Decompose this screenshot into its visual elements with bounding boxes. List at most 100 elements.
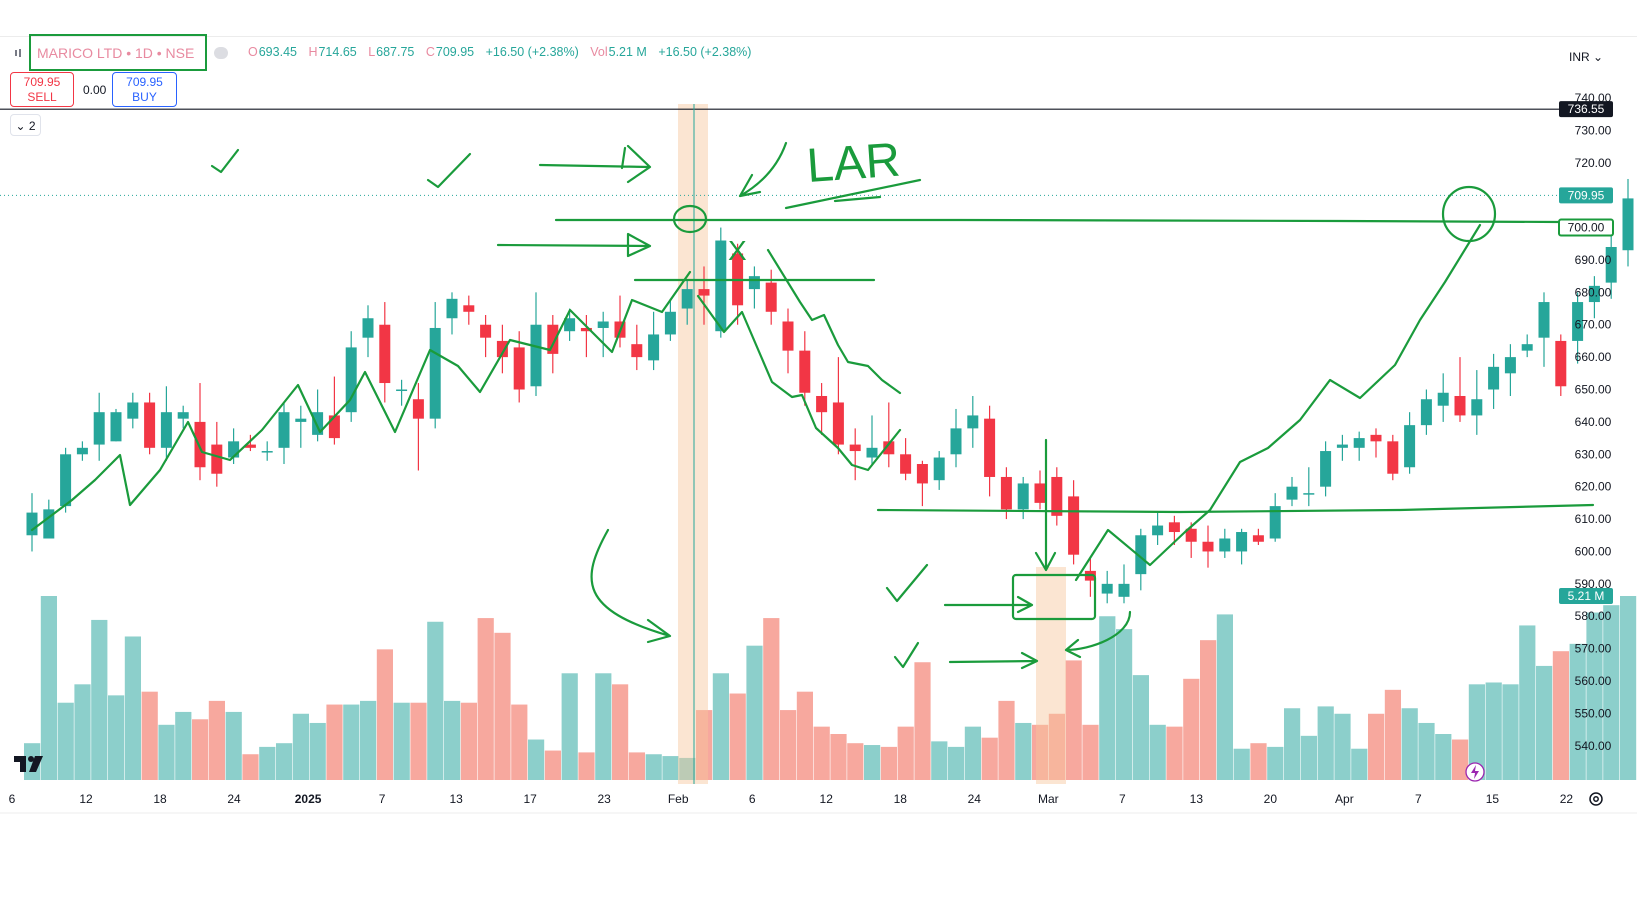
candle-body (832, 402, 844, 445)
volume-bar (360, 700, 377, 780)
y-tick-label: 580.00 (1575, 609, 1612, 623)
volume-bar (1552, 651, 1569, 780)
high-price-tag-bg (1559, 101, 1613, 118)
candle-body (76, 447, 88, 455)
volume-bar (460, 702, 477, 780)
x-tick-label: 20 (1264, 792, 1278, 806)
candle-body (950, 428, 962, 455)
y-tick-label: 650.00 (1575, 383, 1612, 397)
volume-bar (864, 745, 881, 780)
candle-body (597, 321, 609, 328)
y-tick-label: 540.00 (1575, 739, 1612, 753)
volume-bar (158, 724, 175, 780)
candle-body (1471, 399, 1483, 416)
hide-indicator-icon[interactable] (214, 47, 228, 59)
currency-select[interactable]: INR ⌄ (1569, 45, 1615, 69)
candle-body (631, 344, 643, 358)
symbol-title[interactable]: MARICO LTD • 1D • NSE (29, 34, 207, 71)
volume-bar (662, 756, 679, 780)
candle-body (564, 318, 576, 332)
volume-bar (1032, 724, 1049, 780)
candle-body (1572, 302, 1584, 341)
candle-body (967, 415, 979, 429)
recovery-drawing (1074, 223, 1482, 582)
candle-body (1135, 535, 1147, 575)
arrow-vertical (1034, 438, 1057, 572)
candle-body (261, 451, 273, 453)
candle-body (1605, 246, 1617, 283)
y-tick-label: 730.00 (1575, 123, 1612, 137)
candle-body (580, 327, 592, 332)
candle-body (1488, 366, 1500, 390)
lightning-icon[interactable] (1465, 762, 1485, 782)
volume-bar (326, 704, 343, 780)
volume-bar (1569, 643, 1586, 780)
indicator-collapse-button[interactable]: ⌄ 2 (10, 114, 41, 136)
candle-body (816, 395, 828, 413)
candle-body (1219, 538, 1231, 552)
candle-body (698, 289, 710, 296)
check-mark-1 (210, 148, 240, 174)
candle-body (110, 412, 122, 442)
x-tick-label: Mar (1038, 792, 1059, 806)
volume-change: +16.50 (+2.38%) (658, 45, 752, 59)
ohlc-readout: O693.45 H714.65 L687.75 C709.95 +16.50 (… (248, 45, 759, 59)
volume-bar (712, 673, 729, 780)
highlight-band-feb (678, 104, 708, 784)
volume-bar (578, 752, 595, 780)
volume-bar (780, 710, 797, 780)
volume-bar (1233, 748, 1250, 780)
volume-bar (477, 618, 494, 780)
volume-bar (393, 702, 410, 780)
candle-body (379, 324, 391, 384)
volume-bar (427, 621, 444, 780)
breakout-circle (1441, 185, 1497, 243)
candle-body (1118, 583, 1130, 597)
tradingview-logo-icon (14, 756, 43, 772)
candle-body (1168, 522, 1180, 533)
candle-body (1286, 486, 1298, 500)
high-label: H (308, 45, 318, 59)
volume-bar (410, 702, 427, 780)
settings-gear-icon[interactable] (1588, 791, 1604, 807)
volume-bar (847, 743, 864, 780)
candle-body (681, 289, 693, 309)
volume-bar (628, 752, 645, 780)
volume-bar (208, 700, 225, 780)
candle-body (1420, 399, 1432, 426)
candle-body (1185, 528, 1197, 542)
candle-body (530, 324, 542, 387)
candle-body (1034, 483, 1046, 503)
y-tick-label: 560.00 (1575, 674, 1612, 688)
arrow-vol (948, 651, 1039, 670)
volume-bar (108, 695, 125, 780)
candle-body (1588, 285, 1600, 303)
volume-bar (1468, 684, 1485, 780)
candle-body (295, 418, 307, 422)
volume-bar (830, 734, 847, 780)
candle-body (160, 412, 172, 448)
volume-bar (1384, 689, 1401, 780)
x-tick-label: 2025 (295, 792, 322, 806)
circled-price-tag-bg (1558, 218, 1614, 237)
candle-body (1538, 302, 1550, 338)
y-tick-label: 550.00 (1575, 706, 1612, 720)
x-tick-label: 7 (1119, 792, 1126, 806)
volume-bar (1082, 724, 1099, 780)
volume-bar (1317, 706, 1334, 780)
x-tick-label: 18 (153, 792, 167, 806)
volume-bar (1132, 675, 1149, 780)
check-mark-2 (426, 152, 472, 189)
y-tick-label: 590.00 (1575, 577, 1612, 591)
buy-button[interactable]: 709.95 BUY (112, 72, 177, 107)
x-tick-label: 6 (749, 792, 756, 806)
volume-bar (124, 636, 141, 780)
y-tick-label: 640.00 (1575, 415, 1612, 429)
bars-icon[interactable] (14, 47, 26, 59)
volume-bar (57, 702, 74, 780)
volume-bar (679, 757, 696, 780)
sell-button[interactable]: 709.95 SELL (10, 72, 74, 107)
y-tick-label: 570.00 (1575, 642, 1612, 656)
candle-body (748, 276, 760, 290)
